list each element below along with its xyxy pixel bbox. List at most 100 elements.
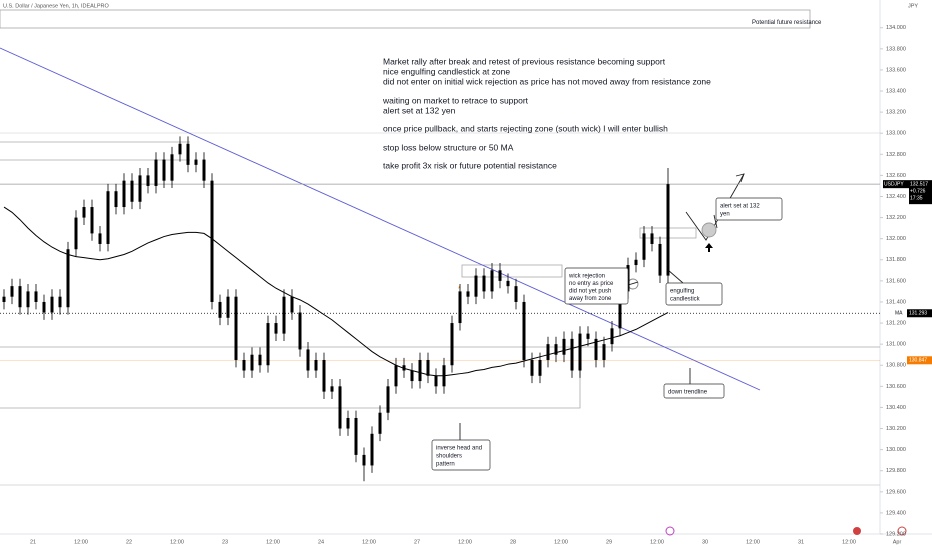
level-tag-bg (907, 356, 932, 365)
candle-body (570, 338, 574, 371)
callout-text: yen (720, 212, 730, 218)
y-tick-label: 131.000 (886, 342, 906, 348)
price-tag-symbol: USDJPY (884, 181, 904, 187)
callout-text: Potential future resistance (752, 20, 822, 26)
callout-box (431, 439, 491, 471)
note: stop loss below structure or 50 MA (383, 142, 514, 152)
note: take profit 3x risk or future potential … (383, 160, 557, 170)
candle-body (306, 349, 310, 371)
drawings (459, 173, 745, 440)
x-tick-label: 12:00 (170, 539, 184, 545)
candle-body (146, 175, 150, 186)
candle-body (154, 159, 158, 186)
candle-body (562, 338, 566, 355)
y-tick-label: 131.200 (886, 321, 906, 327)
candle-body (434, 375, 438, 387)
candle-body (274, 323, 278, 334)
marker: * (458, 286, 461, 293)
y-tick-label: 133.200 (886, 110, 906, 116)
x-tick-label: 21 (30, 539, 36, 545)
up-arrow (705, 243, 713, 252)
callout-box (564, 267, 629, 305)
candle-body (610, 328, 614, 345)
candle-body (250, 354, 254, 371)
candle-body (50, 296, 54, 313)
candle-body (26, 291, 30, 308)
candle-body (578, 333, 582, 371)
candle-body (170, 154, 174, 181)
x-tick-label: 24 (318, 539, 324, 545)
ma-tag-price: 131.293 (909, 311, 927, 317)
y-tick-label: 133.400 (886, 88, 906, 94)
callout-text: no entry as price (569, 281, 614, 287)
price-tag-bg (909, 180, 932, 205)
candle-body (474, 275, 478, 297)
y-tick-label: 131.400 (886, 299, 906, 305)
callout-text: down trendline (668, 390, 708, 396)
x-tick-label: 12:00 (554, 539, 568, 545)
x-tick-label: 12:00 (362, 539, 376, 545)
candle-body (586, 333, 590, 339)
candle-body (298, 312, 302, 350)
flag-icon (853, 527, 861, 535)
candle-body (218, 301, 222, 318)
candle-body (2, 296, 6, 302)
x-tick-label: 29 (606, 539, 612, 545)
candle-body (122, 180, 126, 208)
y-tick-label: 130.800 (886, 363, 906, 369)
price-tag-price: 132.517 (910, 181, 928, 187)
candle-body (450, 323, 454, 366)
level-tag-price: 130.847 (909, 358, 927, 364)
callout-text: alert set at 132 (720, 204, 760, 210)
y-tick-label: 129.200 (886, 531, 906, 537)
candle-body (58, 296, 62, 308)
candle-body (658, 243, 662, 276)
x-tick-label: Apr (893, 539, 902, 545)
candle-body (322, 359, 326, 392)
y-tick-label: 133.800 (886, 46, 906, 52)
candle-body (130, 180, 134, 202)
x-tick-label: 22 (126, 539, 132, 545)
x-tick-label: 12:00 (74, 539, 88, 545)
candle-body (202, 159, 206, 181)
candle-body (370, 433, 374, 466)
y-tick-label: 130.000 (886, 447, 906, 453)
x-tick-label: 12:00 (458, 539, 472, 545)
callout-box (665, 282, 723, 306)
callout-text: away from zone (569, 296, 612, 302)
y-tick-label: 134.000 (886, 25, 906, 31)
candle-body (602, 344, 606, 360)
y-tick-label: 129.400 (886, 510, 906, 516)
y-tick-label: 132.400 (886, 194, 906, 200)
x-tick-label: 12:00 (746, 539, 760, 545)
candle-body (410, 370, 414, 382)
ma-line (3, 206, 669, 377)
candle-body (138, 175, 142, 202)
y-tick-label: 133.600 (886, 67, 906, 73)
note: alert set at 132 yen (383, 105, 456, 115)
event-icon (665, 526, 675, 536)
callout-box (715, 197, 783, 221)
candle-body (194, 159, 198, 165)
y-tick-label: 129.800 (886, 468, 906, 474)
candle-body (426, 359, 430, 376)
y-tick-label: 132.800 (886, 152, 906, 158)
note: nice engulfing candlestick at zone (383, 66, 510, 76)
candle-body (346, 417, 350, 429)
y-tick-label: 133.000 (886, 131, 906, 137)
callout-text: inverse head and (436, 446, 482, 452)
y-tick-label: 129.600 (886, 489, 906, 495)
candle-body (498, 270, 502, 281)
callout-text: engulfing (670, 289, 694, 295)
price-tag-time: 17:35 (910, 195, 923, 201)
down-trendline (0, 47, 761, 391)
candle-body (642, 233, 646, 260)
candle-body (82, 207, 86, 218)
x-tick-label: 30 (702, 539, 708, 545)
y-tick-label: 130.200 (886, 426, 906, 432)
x-tick-label: 12:00 (842, 539, 856, 545)
callout-text: shoulders (436, 454, 462, 460)
candle-body (378, 412, 382, 434)
candle-body (506, 280, 510, 287)
